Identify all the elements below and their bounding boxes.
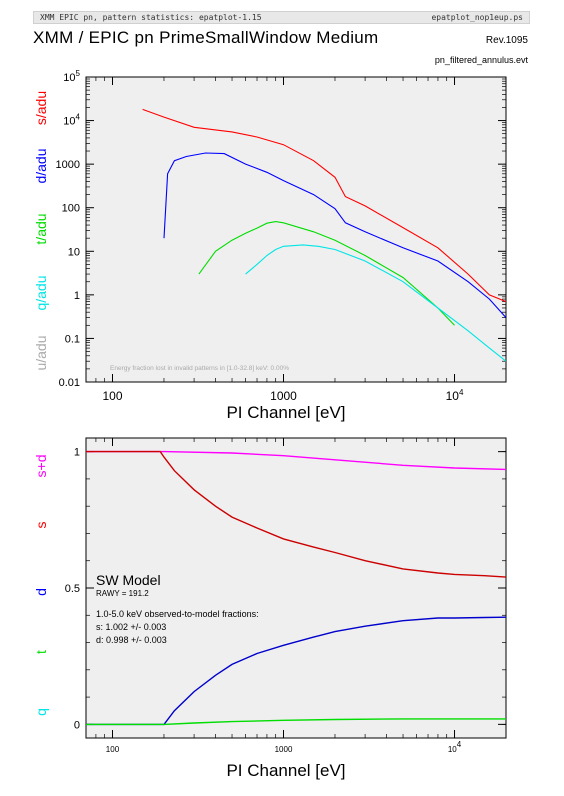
x-tick-label: 1000 (270, 389, 297, 403)
series-line-q (245, 244, 506, 362)
log-panel-frame (85, 76, 507, 383)
energy-fraction-annotation: Energy fraction lost in invalid patterns… (110, 365, 289, 372)
header-right-text: epatplot_nop1eup.ps (431, 13, 523, 22)
series-line-t (198, 221, 455, 326)
revision-label: Rev.1095 (485, 35, 528, 46)
y-tick-label: 10 (68, 246, 80, 258)
log-panel-group: 100 1000 104 0.01 0.1 1 10 100 1000 104 105 PI Chan… (33, 69, 507, 422)
y-tick-label: 1000 (56, 159, 80, 171)
x-axis-label: PI Channel [eV] (226, 403, 345, 422)
series-line-d (86, 616, 506, 726)
series-label-q: q (33, 708, 49, 716)
y-tick-label: 104 (63, 113, 80, 128)
page-title: XMM / EPIC pn PrimeSmallWindow Medium (33, 28, 379, 47)
series-line-t (86, 718, 506, 726)
y-tick-label: 1 (74, 290, 80, 302)
series-label-q: q/adu (33, 275, 49, 310)
x-tick-label: 104 (448, 740, 462, 754)
series-label-sd: s+d (33, 455, 49, 478)
y-tick-label: 100 (62, 203, 80, 215)
series-line-s (142, 108, 506, 303)
y-tick-label: 1 (74, 447, 80, 459)
series-line-s (86, 450, 506, 578)
header-bar: XMM EPIC pn, pattern statistics: epatplo… (33, 11, 530, 24)
y-tick-label: 0.01 (59, 377, 80, 389)
model-title: SW Model (96, 572, 161, 588)
x-tick-label: 100 (102, 389, 122, 403)
fraction-d: d: 0.998 +/- 0.003 (96, 635, 167, 645)
series-label-s: s (33, 522, 49, 529)
fraction-panel-frame (85, 437, 507, 739)
y-tick-label: 105 (63, 69, 80, 84)
fraction-panel-group: 100 1000 104 0 0.5 1 PI Channel [eV] s+d s d t q SW … (33, 437, 507, 780)
y-tick-label: 0 (74, 719, 80, 731)
x-tick-label: 1000 (275, 745, 293, 754)
series-line-sd (86, 450, 506, 471)
series-label-t: t (33, 650, 49, 654)
series-label-s: s/adu (33, 91, 49, 125)
series-line-d (163, 152, 506, 318)
x-axis-label: PI Channel [eV] (226, 761, 345, 780)
filename-label: pn_filtered_annulus.evt (434, 55, 528, 65)
series-label-d: d (33, 588, 49, 596)
x-tick-label: 104 (446, 388, 464, 403)
fraction-s: s: 1.002 +/- 0.003 (96, 622, 166, 632)
rawy-label: RAWY = 191.2 (96, 589, 149, 598)
series-label-t: t/adu (33, 213, 49, 244)
header-left-text: XMM EPIC pn, pattern statistics: epatplo… (40, 13, 262, 22)
fractions-title: 1.0-5.0 keV observed-to-model fractions: (96, 609, 259, 619)
series-label-u: u/adu (33, 335, 49, 370)
y-tick-label: 0.1 (65, 333, 80, 345)
y-tick-label: 0.5 (65, 583, 80, 595)
x-tick-label: 100 (106, 745, 120, 754)
series-label-d: d/adu (33, 148, 49, 183)
